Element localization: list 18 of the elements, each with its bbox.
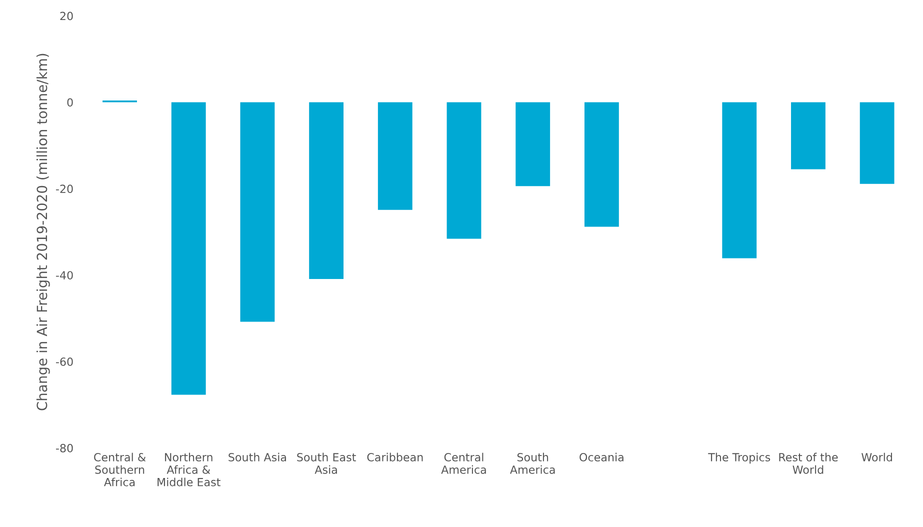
y-axis-title: Change in Air Freight 2019-2020 (million tonne/km) [36, 54, 50, 410]
y-tick-label: -60 [56, 357, 73, 366]
y-tick-label: 0 [67, 98, 73, 107]
y-tick-label: -20 [56, 184, 73, 194]
x-tick-label: South Asia [228, 452, 286, 462]
x-tick-label: Central America [441, 452, 486, 474]
x-tick-label: Central & Southern Africa [94, 452, 146, 486]
x-tick-label: The Tropics [708, 452, 770, 464]
y-tick-label: -40 [56, 271, 73, 280]
y-tick-label: 20 [60, 12, 73, 20]
x-tick-label: World [862, 452, 892, 462]
x-tick-label: Caribbean [367, 452, 423, 462]
x-tick-label: Rest of the World [779, 452, 838, 474]
x-tick-label: Northern Africa & Middle East [158, 452, 220, 486]
y-tick-label: -80 [56, 444, 73, 452]
x-tick-label: South East Asia [297, 452, 356, 474]
x-tick-label: Oceania [580, 452, 624, 462]
x-tick-label: South America [510, 452, 555, 474]
